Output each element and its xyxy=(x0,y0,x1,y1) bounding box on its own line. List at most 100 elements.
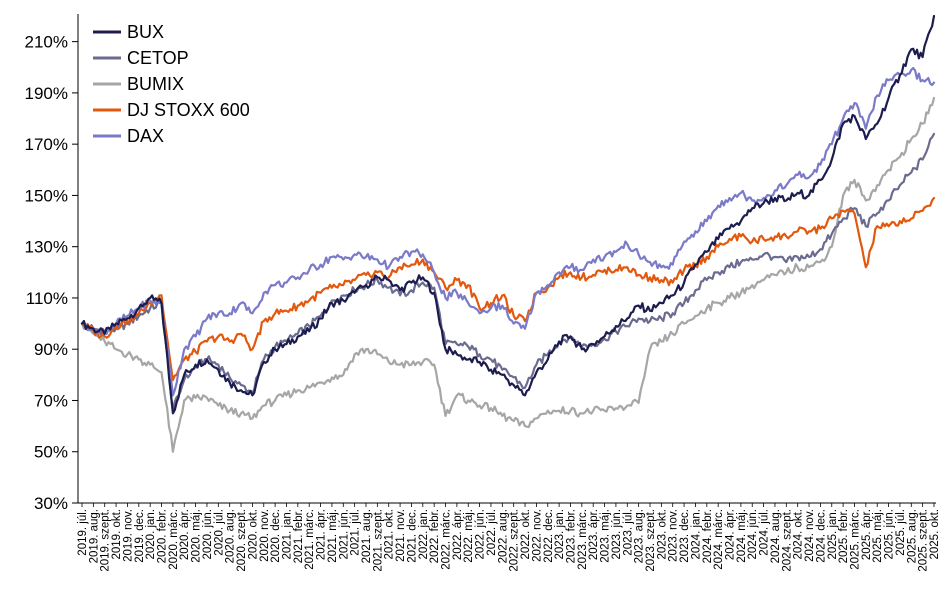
x-tick-label: 2023. márc. xyxy=(577,509,589,570)
x-tick-label: 2024. máj. xyxy=(736,509,748,563)
x-tick-label: 2023. júl. xyxy=(622,509,634,556)
x-tick-label: 2023. okt. xyxy=(656,509,668,560)
x-tick-label: 2025. febr. xyxy=(838,509,850,563)
x-tick-label: 2020. nov. xyxy=(259,509,271,562)
x-tick-label: 2019. dec. xyxy=(134,509,146,563)
x-tick-label: 2021. márc. xyxy=(304,509,316,570)
x-tick-label: 2023. aug. xyxy=(634,509,646,563)
y-axis: 30% 50% 70% 90% 110% 130% 150% 170% 190% 210% xyxy=(25,14,79,513)
x-tick-label: 2025. jan. xyxy=(827,509,839,560)
x-tick-label: 2023. ápr. xyxy=(588,509,600,560)
x-tick-label: 2024. okt. xyxy=(793,509,805,560)
y-tick-label: 110% xyxy=(26,289,68,308)
x-tick-label: 2024. nov. xyxy=(804,509,816,562)
series-line-cetop xyxy=(80,132,936,412)
x-tick-label: 2022. júl. xyxy=(486,509,498,556)
series-line-bux xyxy=(80,14,936,415)
x-tick-label: 2023. szept. xyxy=(645,509,657,572)
x-tick-label: 2020. jún. xyxy=(202,509,214,560)
legend: BUX CETOP BUMIX DJ STOXX 600 DAX xyxy=(93,22,250,146)
x-tick-label: 2021. máj. xyxy=(327,509,339,563)
x-tick-label: 2022. szept. xyxy=(509,509,521,572)
x-tick-label: 2022. márc. xyxy=(441,509,453,570)
x-tick-label: 2023. jún. xyxy=(611,509,623,560)
y-tick-label: 190% xyxy=(25,84,68,103)
x-tick-label: 2020. jan. xyxy=(145,509,157,560)
y-tick-label: 90% xyxy=(34,340,68,359)
y-tick-label: 30% xyxy=(34,494,68,513)
series-line-dax xyxy=(80,67,936,397)
x-tick-label: 2023. nov. xyxy=(668,509,680,562)
x-tick-label: 2021. nov. xyxy=(395,509,407,562)
series-line-dj-stoxx-600 xyxy=(80,196,936,382)
x-tick-label: 2020. okt. xyxy=(247,509,259,560)
x-tick-label: 2024. ápr. xyxy=(725,509,737,560)
x-tick-label: 2019. nov. xyxy=(122,509,134,562)
x-tick-label: 2021. okt. xyxy=(384,509,396,560)
x-tick-label: 2019. júl. xyxy=(77,509,89,556)
x-tick-label: 2022. nov. xyxy=(531,509,543,562)
x-tick-label: 2023. máj. xyxy=(600,509,612,563)
legend-label-bux: BUX xyxy=(127,22,164,42)
legend-label-dax: DAX xyxy=(127,126,164,146)
x-tick-label: 2022. dec. xyxy=(543,509,555,563)
y-tick-label: 50% xyxy=(34,443,68,462)
x-tick-label: 2020. febr. xyxy=(157,509,169,563)
x-tick-label: 2024. dec. xyxy=(815,509,827,563)
x-tick-label: 2022. febr. xyxy=(429,509,441,563)
x-tick-label: 2024. márc. xyxy=(713,509,725,570)
x-axis: 2019. júl. 2019. aug. 2019. szept. 2019. ok… xyxy=(77,502,941,572)
x-tick-label: 2022. jún. xyxy=(475,509,487,560)
y-tick-label: 150% xyxy=(25,186,68,205)
y-tick-label: 70% xyxy=(34,391,68,410)
x-tick-label: 2022. okt. xyxy=(520,509,532,560)
x-tick-label: 2020. dec. xyxy=(270,509,282,563)
x-tick-label: 2021. ápr. xyxy=(316,509,328,560)
x-tick-label: 2025. jún. xyxy=(884,509,896,560)
x-tick-label: 2024. jan. xyxy=(690,509,702,560)
y-tick-label: 210% xyxy=(25,33,68,52)
x-tick-label: 2023. jan. xyxy=(554,509,566,560)
series-line-bumix xyxy=(80,96,936,453)
x-tick-label: 2022. ápr. xyxy=(452,509,464,560)
x-tick-label: 2024. febr. xyxy=(702,509,714,563)
legend-label-bumix: BUMIX xyxy=(127,74,184,94)
x-tick-label: 2025. okt. xyxy=(929,509,941,560)
legend-label-dj-stoxx-600: DJ STOXX 600 xyxy=(127,100,250,120)
x-tick-label: 2019. aug. xyxy=(88,509,100,563)
x-tick-label: 2024. jún. xyxy=(747,509,759,560)
x-tick-label: 2021. jan. xyxy=(281,509,293,560)
x-tick-label: 2022. aug. xyxy=(497,509,509,563)
series-layer xyxy=(80,14,936,453)
x-tick-label: 2025. szept. xyxy=(918,509,930,572)
x-tick-label: 2022. jan. xyxy=(418,509,430,560)
y-tick-label: 170% xyxy=(25,135,68,154)
legend-label-cetop: CETOP xyxy=(127,48,189,68)
x-tick-label: 2020. júl. xyxy=(213,509,225,556)
x-tick-label: 2021. júl. xyxy=(350,509,362,556)
x-tick-label: 2025. máj. xyxy=(872,509,884,563)
x-tick-label: 2021. jún. xyxy=(338,509,350,560)
x-tick-label: 2019. okt. xyxy=(111,509,123,560)
x-tick-label: 2020. máj. xyxy=(191,509,203,563)
x-tick-label: 2020. aug. xyxy=(225,509,237,563)
x-tick-label: 2020. ápr. xyxy=(179,509,191,560)
x-tick-label: 2024. szept. xyxy=(781,509,793,572)
x-tick-label: 2019. szept. xyxy=(100,509,112,572)
x-tick-label: 2020. szept. xyxy=(236,509,248,572)
x-tick-label: 2023. dec. xyxy=(679,509,691,563)
y-tick-label: 130% xyxy=(25,238,68,257)
x-tick-label: 2020. márc. xyxy=(168,509,180,570)
x-tick-label: 2021. febr. xyxy=(293,509,305,563)
x-tick-label: 2024. aug. xyxy=(770,509,782,563)
x-tick-label: 2022. máj. xyxy=(463,509,475,563)
x-tick-label: 2021. aug. xyxy=(361,509,373,563)
x-tick-label: 2025. júl. xyxy=(895,509,907,556)
x-tick-label: 2021. dec. xyxy=(406,509,418,563)
x-tick-label: 2024. júl. xyxy=(759,509,771,556)
x-tick-label: 2025. ápr. xyxy=(861,509,873,560)
x-tick-label: 2025. márc. xyxy=(849,509,861,570)
x-tick-label: 2023. febr. xyxy=(565,509,577,563)
x-tick-label: 2025. aug. xyxy=(906,509,918,563)
